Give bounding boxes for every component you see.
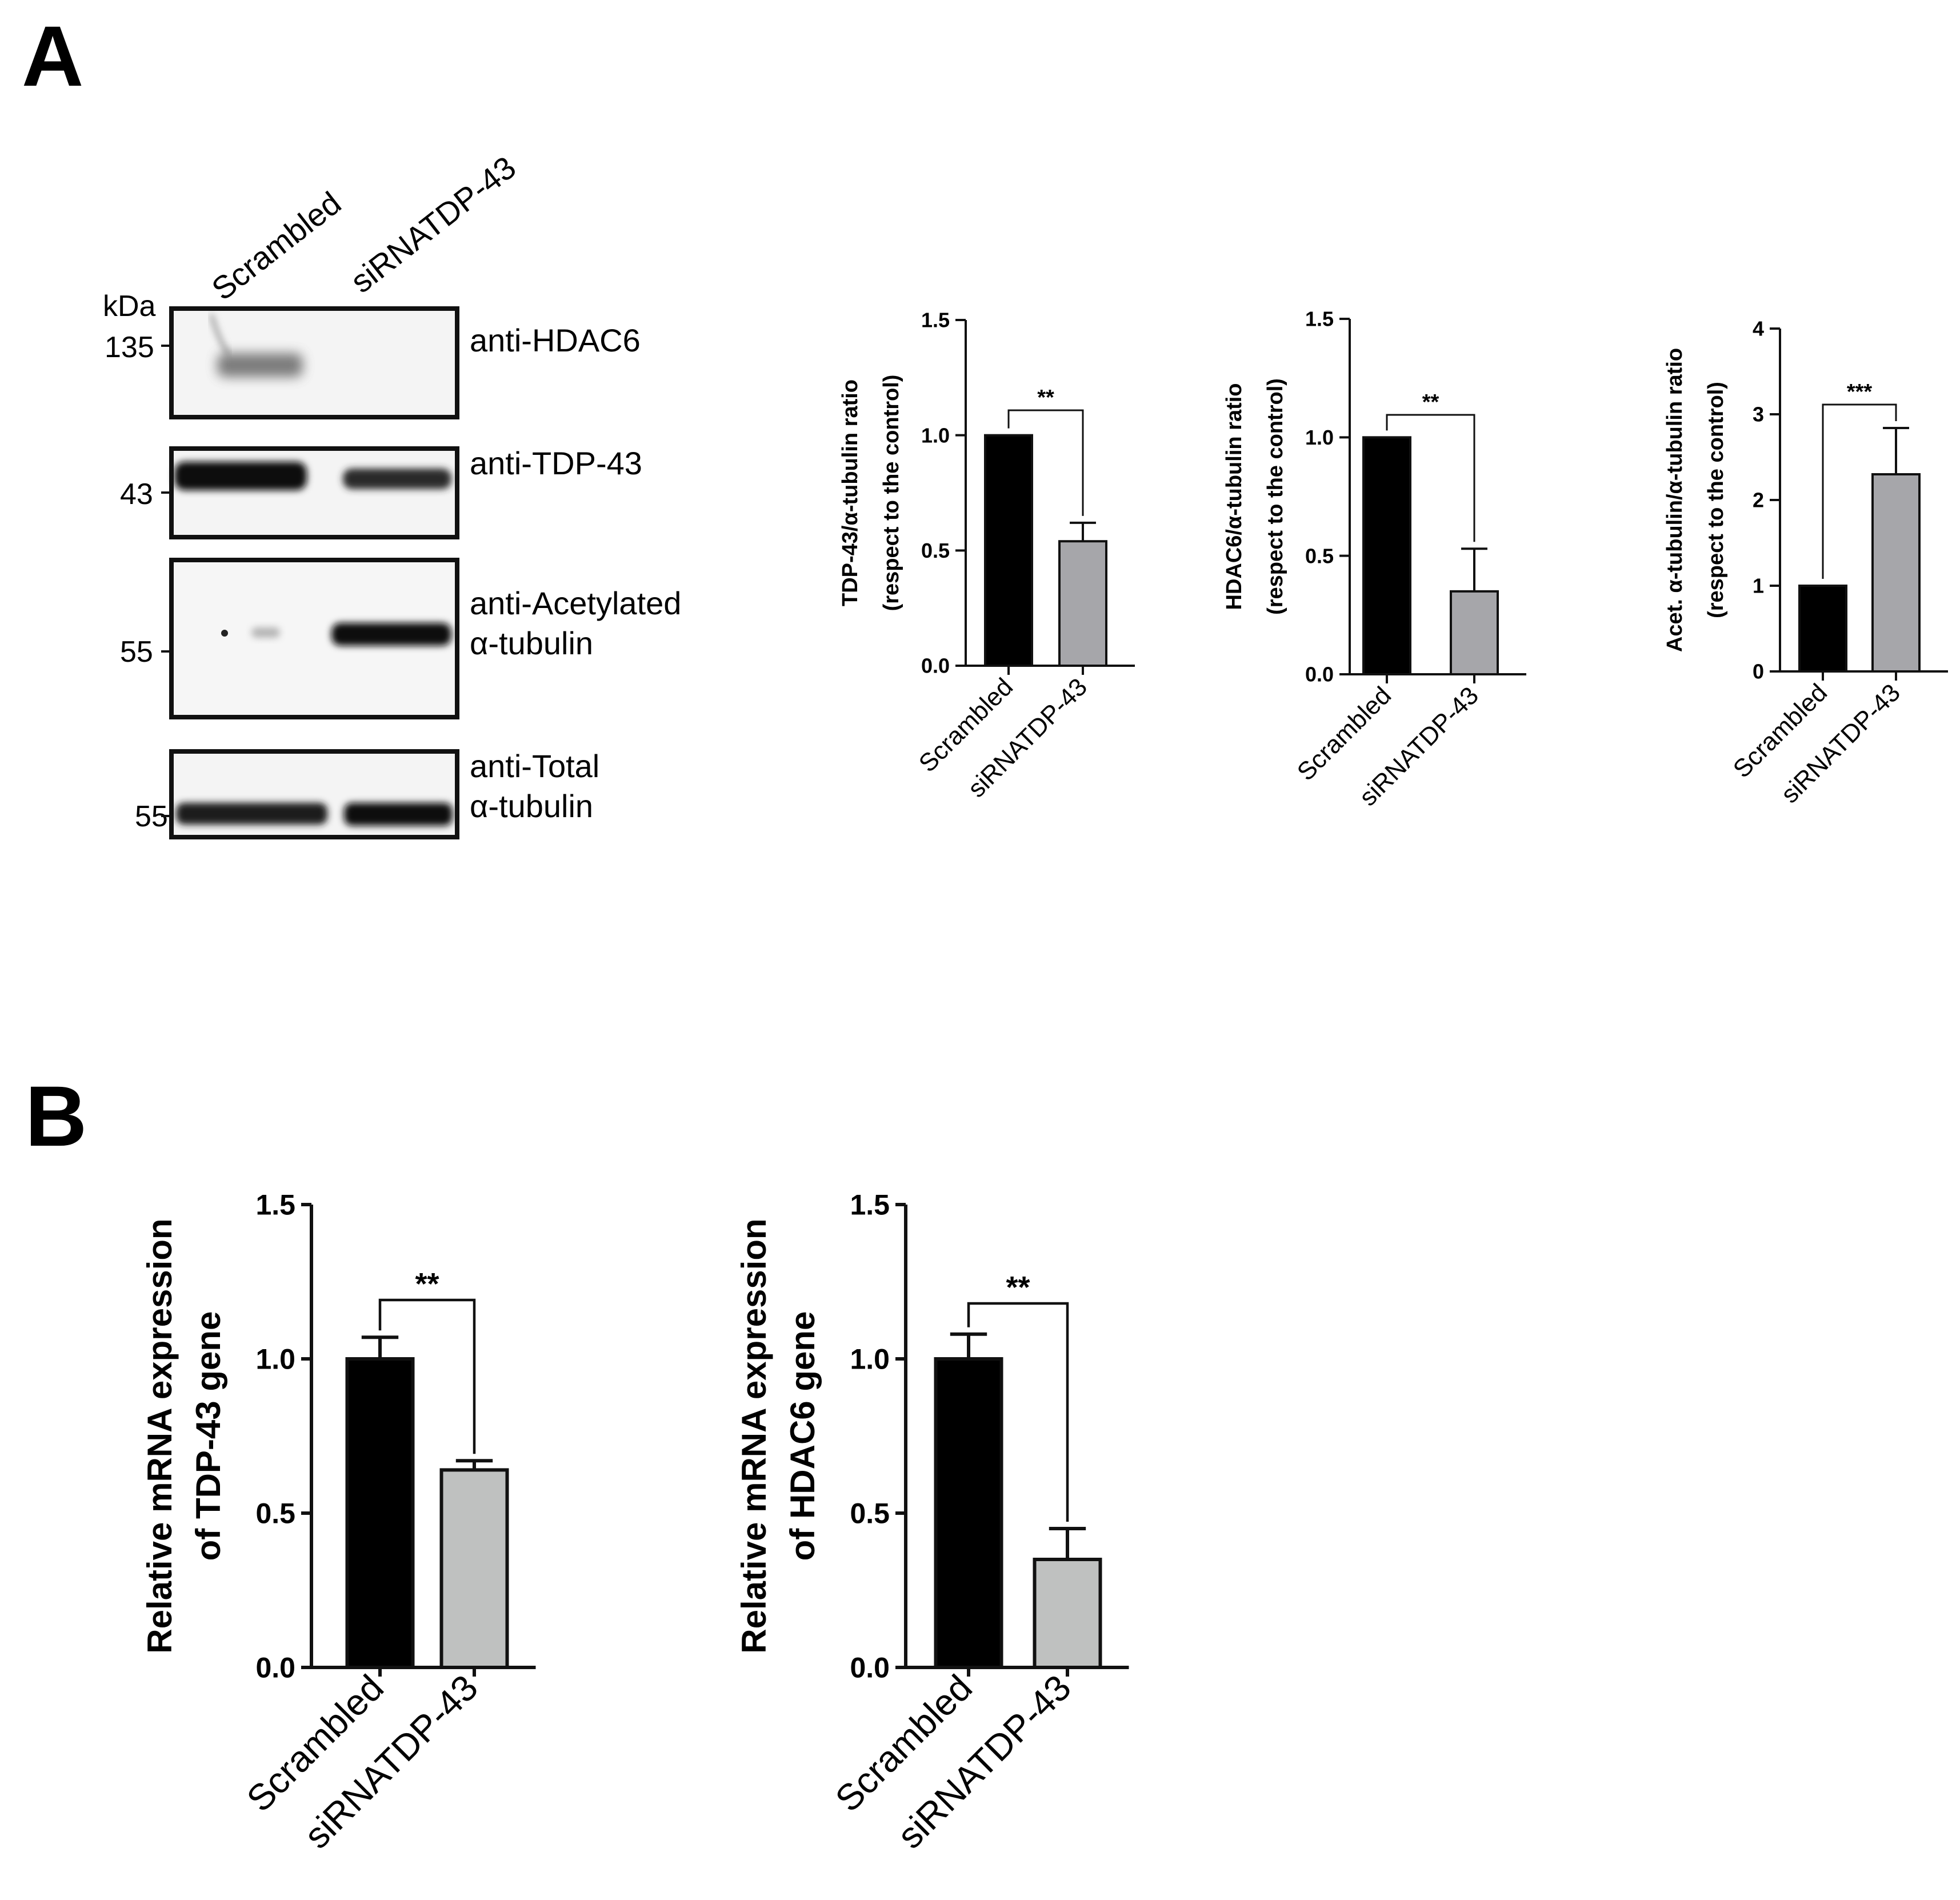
y-axis-title: (respect to the control) [879,375,903,611]
y-tick-label: 0.5 [850,1498,890,1530]
band-total-scrambled [176,803,327,825]
significance-label: ** [1422,390,1439,414]
y-axis-title: Acet. α-tubulin/α-tubulin ratio [1663,348,1687,652]
marker-55-acetylated: 55 [120,635,153,669]
band-tdp43-sirna [343,469,451,489]
band-total-sirna [344,803,453,826]
y-tick-label: 0.5 [255,1498,295,1530]
bar-scrambled [984,434,1033,667]
chart-hdac6-mrna: 0.00.51.01.5ScrambledsiRNATDP-43**Relati… [735,1189,1129,1857]
western-blot: Scrambled siRNATDP-43 kDa 135 anti-HDAC6… [103,149,681,839]
y-tick-label: 1.0 [1305,426,1334,449]
antibody-total-line2: α-tubulin [470,788,593,824]
lane-label-sirna: siRNATDP-43 [344,149,523,300]
blot-strip-tdp43 [169,446,459,539]
significance-label: *** [1847,380,1873,404]
y-tick-label: 0.0 [1305,663,1334,686]
antibody-acetylated-line1: anti-Acetylated [470,585,681,621]
y-tick-label: 3 [1753,403,1764,426]
marker-135: 135 [105,331,154,364]
y-tick-label: 1.5 [1305,307,1334,331]
significance-label: ** [1037,386,1054,410]
band-acetylated-sirna [331,623,451,646]
blot-strip-acetylated-tubulin [169,558,459,719]
y-tick-label: 1.5 [921,309,950,332]
y-axis-title: Relative mRNA expression [735,1218,773,1653]
chart-tdp43-mrna: 0.00.51.01.5ScrambledsiRNATDP-43**Relati… [141,1189,536,1857]
y-axis-title: Relative mRNA expression [141,1218,179,1653]
significance-bracket [1386,414,1475,542]
bar-sirna [1058,540,1107,667]
bar-scrambled [934,1357,1003,1669]
bar-sirna [1450,590,1499,676]
antibody-total-line1: anti-Total [470,748,599,784]
bar-scrambled [1362,436,1411,675]
y-tick-label: 4 [1753,317,1764,341]
lane-label-scrambled: Scrambled [205,185,348,307]
y-tick-label: 0.5 [1305,544,1334,567]
y-axis-title: of HDAC6 gene [783,1311,822,1561]
y-tick-label: 0.0 [850,1652,890,1684]
bar-scrambled [1798,585,1847,673]
y-tick-label: 0.0 [921,654,950,678]
antibody-acetylated-line2: α-tubulin [470,625,593,661]
bar-sirna [1033,1558,1102,1669]
y-axis-title: HDAC6/α-tubulin ratio [1222,383,1246,610]
y-tick-label: 0.0 [255,1652,295,1684]
bar-scrambled [345,1357,415,1669]
kda-label: kDa [103,290,156,323]
antibody-tdp43: anti-TDP-43 [470,445,642,481]
significance-bracket [967,1302,1069,1522]
y-tick-label: 1.0 [850,1343,890,1375]
y-axis-title: of TDP-43 gene [189,1311,227,1561]
band-hdac6-scrambled [217,353,303,377]
significance-label: ** [415,1267,439,1301]
y-tick-label: 1 [1753,574,1764,598]
y-axis-title: (respect to the control) [1704,382,1728,618]
y-tick-label: 1.5 [255,1189,295,1221]
panel-label-a: A [22,8,83,104]
blot-strip-total-tubulin [169,749,459,839]
chart-tdp43-protein-ratio: 0.00.51.01.5ScrambledsiRNATDP-43**TDP-43… [838,309,1135,803]
significance-bracket [1822,403,1897,579]
significance-bracket [1007,409,1084,516]
marker-43: 43 [120,478,153,511]
y-tick-label: 0.5 [921,539,950,562]
bar-sirna [1871,473,1921,673]
category-label-sirna: siRNATDP-43 [889,1667,1079,1857]
panel-label-b: B [25,1068,87,1164]
y-tick-label: 1.0 [255,1343,295,1375]
y-tick-label: 2 [1753,489,1764,512]
chart-hdac6-protein-ratio: 0.00.51.01.5ScrambledsiRNATDP-43**HDAC6/… [1222,307,1526,811]
significance-bracket [378,1298,476,1454]
blot-strip-hdac6 [169,306,459,419]
antibody-hdac6: anti-HDAC6 [470,322,641,358]
bar-sirna [439,1468,509,1669]
y-axis-title: (respect to the control) [1263,378,1287,615]
y-axis-title: TDP-43/α-tubulin ratio [838,379,862,606]
y-tick-label: 1.5 [850,1189,890,1221]
y-tick-label: 1.0 [921,423,950,447]
significance-label: ** [1006,1270,1030,1305]
y-tick-label: 0 [1753,660,1764,683]
band-tdp43-scrambled [174,462,307,490]
